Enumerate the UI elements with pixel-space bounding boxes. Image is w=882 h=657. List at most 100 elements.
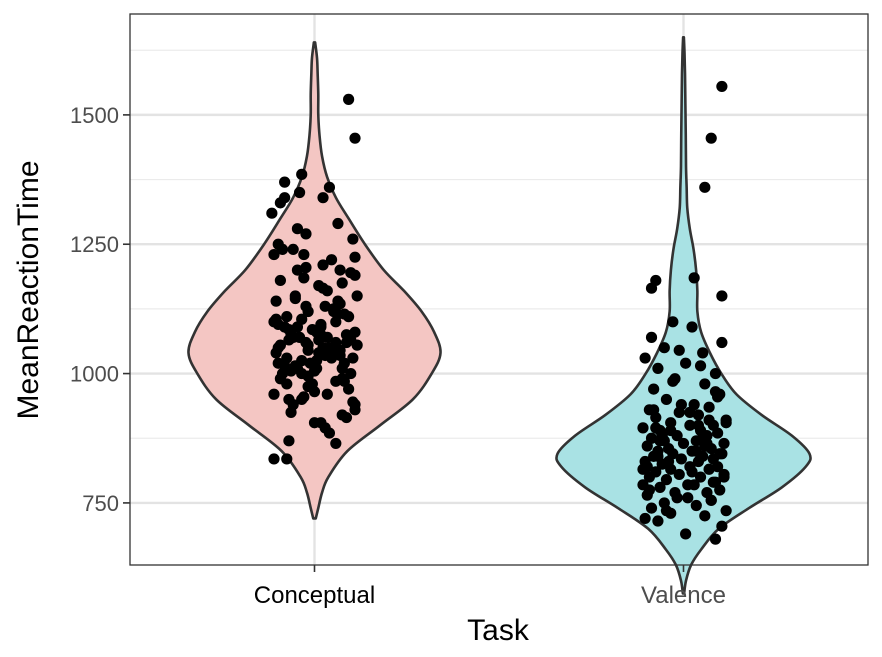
data-point-conceptual — [274, 339, 286, 351]
data-point-valence — [667, 316, 679, 328]
data-point-valence — [667, 375, 679, 387]
data-point-conceptual — [313, 334, 325, 346]
data-point-conceptual — [336, 409, 348, 421]
data-point-valence — [660, 474, 673, 486]
data-point-valence — [637, 463, 649, 475]
data-point-conceptual — [291, 264, 304, 276]
data-point-valence — [658, 342, 670, 354]
data-point-valence — [643, 484, 655, 496]
y-tick-label: 1000 — [70, 362, 119, 387]
data-point-valence — [688, 272, 700, 284]
data-point-valence — [639, 512, 651, 525]
data-point-conceptual — [345, 267, 357, 279]
data-point-conceptual — [300, 228, 312, 240]
data-point-valence — [680, 528, 692, 540]
data-point-conceptual — [317, 259, 329, 271]
data-point-valence — [703, 414, 715, 426]
axes: 750 1000 1250 1500 Conceptual Valence — [70, 103, 726, 609]
data-point-conceptual — [266, 207, 278, 219]
data-point-valence — [652, 515, 664, 527]
data-point-conceptual — [291, 223, 304, 235]
data-point-conceptual — [276, 243, 289, 256]
data-point-conceptual — [298, 391, 310, 403]
data-point-conceptual — [274, 373, 286, 385]
data-point-conceptual — [351, 290, 363, 302]
data-point-conceptual — [308, 365, 321, 377]
y-axis-title: MeanReactionTime — [12, 161, 45, 420]
data-point-conceptual — [285, 329, 297, 341]
data-point-valence — [648, 404, 660, 416]
data-point-valence — [703, 401, 715, 413]
data-point-valence — [699, 510, 711, 522]
data-point-valence — [716, 80, 728, 93]
data-point-valence — [671, 492, 683, 504]
data-point-conceptual — [283, 435, 295, 447]
data-point-conceptual — [328, 305, 340, 318]
data-point-conceptual — [274, 274, 286, 287]
data-point-conceptual — [332, 217, 344, 230]
data-point-valence — [709, 386, 722, 398]
data-point-valence — [684, 419, 696, 431]
data-point-valence — [660, 505, 673, 517]
data-point-valence — [718, 471, 730, 483]
data-point-valence — [707, 476, 719, 488]
data-point-valence — [699, 181, 711, 193]
x-tick-label: Valence — [641, 582, 726, 609]
data-point-conceptual — [336, 277, 348, 289]
data-point-conceptual — [279, 360, 291, 372]
data-point-conceptual — [270, 313, 282, 325]
data-point-valence — [716, 290, 728, 302]
data-point-conceptual — [268, 248, 280, 261]
data-point-conceptual — [321, 388, 333, 400]
data-point-valence — [673, 468, 685, 481]
data-point-valence — [665, 424, 677, 437]
violin-conceptual — [187, 41, 442, 520]
data-point-valence — [714, 448, 726, 460]
data-point-conceptual — [293, 331, 306, 343]
data-point-conceptual — [343, 311, 355, 323]
y-tick-label: 1250 — [70, 232, 119, 257]
data-point-conceptual — [298, 248, 310, 261]
data-point-valence — [665, 417, 677, 429]
data-point-valence — [654, 481, 666, 493]
data-point-valence — [690, 445, 702, 457]
data-point-valence — [650, 274, 662, 287]
data-point-conceptual — [332, 295, 344, 307]
data-point-valence — [680, 357, 692, 369]
data-point-conceptual — [281, 311, 293, 323]
data-point-valence — [637, 422, 649, 434]
data-point-conceptual — [338, 375, 350, 387]
data-point-conceptual — [296, 313, 308, 325]
data-point-valence — [650, 466, 662, 478]
data-point-valence — [686, 466, 698, 478]
y-tick-label: 750 — [82, 491, 119, 516]
data-point-valence — [703, 463, 715, 475]
data-point-conceptual — [298, 272, 310, 284]
data-point-conceptual — [281, 453, 293, 465]
data-point-conceptual — [334, 344, 346, 356]
data-point-conceptual — [319, 300, 331, 312]
data-point-valence — [675, 453, 687, 465]
data-point-valence — [694, 360, 707, 372]
x-axis-title: Task — [467, 614, 530, 647]
data-point-conceptual — [347, 396, 359, 408]
data-point-conceptual — [268, 388, 280, 400]
y-tick-label: 1500 — [70, 103, 119, 128]
data-point-conceptual — [338, 357, 350, 369]
data-point-valence — [692, 409, 705, 421]
data-point-valence — [645, 331, 658, 343]
data-point-conceptual — [289, 292, 301, 305]
violins — [187, 35, 812, 595]
data-point-conceptual — [325, 349, 338, 362]
data-point-valence — [705, 494, 717, 506]
data-point-conceptual — [317, 192, 329, 204]
data-point-valence — [662, 455, 675, 468]
data-point-conceptual — [296, 367, 308, 380]
data-point-conceptual — [323, 181, 336, 193]
data-point-conceptual — [315, 321, 327, 333]
data-point-conceptual — [343, 93, 355, 105]
data-point-valence — [718, 437, 730, 450]
data-point-conceptual — [325, 254, 338, 266]
data-point-conceptual — [306, 323, 318, 336]
